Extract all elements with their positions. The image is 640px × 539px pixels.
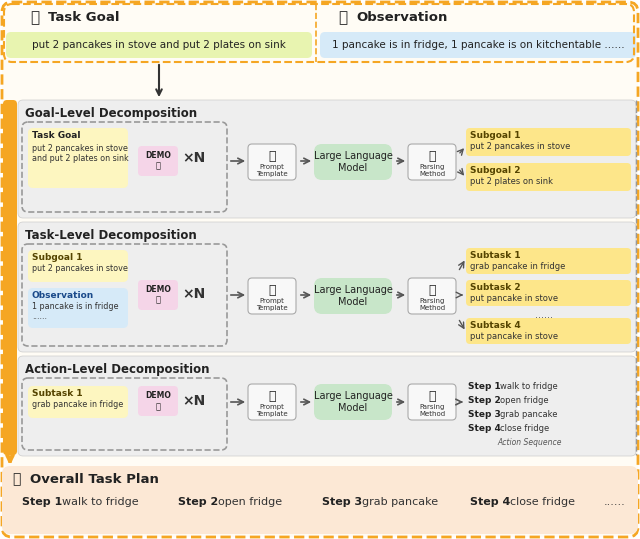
FancyBboxPatch shape — [466, 248, 631, 274]
Text: put pancake in stove: put pancake in stove — [470, 294, 558, 303]
Text: open fridge: open fridge — [500, 396, 548, 405]
FancyBboxPatch shape — [28, 288, 128, 328]
Text: 📋: 📋 — [428, 284, 436, 297]
Text: grab pancake: grab pancake — [362, 497, 438, 507]
Text: Large Language
Model: Large Language Model — [314, 151, 392, 173]
Text: ......: ...... — [604, 497, 626, 507]
FancyBboxPatch shape — [28, 250, 128, 282]
Text: 📄: 📄 — [268, 390, 276, 403]
Text: walk to fridge: walk to fridge — [500, 382, 557, 391]
FancyBboxPatch shape — [314, 278, 392, 314]
Text: Large Language
Model: Large Language Model — [314, 391, 392, 413]
Text: Goal-Level Decomposition: Goal-Level Decomposition — [25, 107, 197, 120]
Text: Action Sequence: Action Sequence — [498, 438, 563, 447]
Text: ......: ...... — [535, 310, 553, 320]
Text: Subgoal 1: Subgoal 1 — [470, 131, 520, 140]
Text: Parsing
Method: Parsing Method — [419, 164, 445, 177]
Text: Parsing
Method: Parsing Method — [419, 404, 445, 417]
Text: Task Goal: Task Goal — [32, 131, 81, 140]
Text: 📄: 📄 — [268, 150, 276, 163]
Text: open fridge: open fridge — [218, 497, 282, 507]
Text: 1 pancake is in fridge: 1 pancake is in fridge — [32, 302, 118, 311]
FancyBboxPatch shape — [18, 100, 636, 218]
Text: 📋: 📋 — [428, 150, 436, 163]
Text: 📋: 📋 — [12, 472, 20, 486]
Text: put 2 plates on sink: put 2 plates on sink — [470, 177, 553, 186]
Text: Prompt
Template: Prompt Template — [256, 298, 288, 311]
Text: walk to fridge: walk to fridge — [62, 497, 139, 507]
Text: Subtask 1: Subtask 1 — [32, 389, 83, 398]
Text: Subtask 4: Subtask 4 — [470, 321, 521, 330]
Text: put 2 pancakes in stove: put 2 pancakes in stove — [470, 142, 570, 151]
FancyBboxPatch shape — [138, 386, 178, 416]
FancyBboxPatch shape — [28, 386, 128, 418]
Text: ×N: ×N — [182, 287, 205, 301]
Text: put 2 pancakes in stove: put 2 pancakes in stove — [32, 264, 128, 273]
FancyBboxPatch shape — [18, 356, 636, 456]
Text: close fridge: close fridge — [500, 424, 549, 433]
Text: Subgoal 1: Subgoal 1 — [32, 253, 83, 262]
Text: ×N: ×N — [182, 151, 205, 165]
Text: Task-Level Decomposition: Task-Level Decomposition — [25, 229, 196, 242]
Text: 📄: 📄 — [268, 284, 276, 297]
Text: ×N: ×N — [182, 394, 205, 408]
FancyBboxPatch shape — [248, 144, 296, 180]
Text: close fridge: close fridge — [510, 497, 575, 507]
Text: grab pancake in fridge: grab pancake in fridge — [32, 400, 124, 409]
Text: 🎯: 🎯 — [30, 10, 39, 25]
Text: Action-Level Decomposition: Action-Level Decomposition — [25, 363, 209, 376]
Text: and put 2 plates on sink: and put 2 plates on sink — [32, 154, 129, 163]
FancyBboxPatch shape — [248, 384, 296, 420]
FancyBboxPatch shape — [466, 163, 631, 191]
Text: ......: ...... — [32, 312, 47, 321]
Text: Step 3: Step 3 — [322, 497, 362, 507]
Text: Prompt
Template: Prompt Template — [256, 164, 288, 177]
Text: Overall Task Plan: Overall Task Plan — [30, 473, 159, 486]
FancyBboxPatch shape — [466, 280, 631, 306]
Text: Step 4: Step 4 — [470, 497, 510, 507]
FancyBboxPatch shape — [408, 384, 456, 420]
FancyBboxPatch shape — [408, 144, 456, 180]
Text: put 2 pancakes in stove and put 2 plates on sink: put 2 pancakes in stove and put 2 plates… — [32, 40, 286, 50]
Text: 🔍: 🔍 — [338, 10, 347, 25]
FancyBboxPatch shape — [138, 146, 178, 176]
Text: 💻: 💻 — [156, 162, 161, 170]
Text: DEMO: DEMO — [145, 390, 171, 399]
FancyBboxPatch shape — [28, 128, 128, 188]
FancyBboxPatch shape — [314, 384, 392, 420]
Text: Observation: Observation — [32, 291, 94, 300]
Text: Step 3: Step 3 — [468, 410, 500, 419]
Text: 💻: 💻 — [156, 295, 161, 305]
Text: Step 1: Step 1 — [468, 382, 500, 391]
FancyBboxPatch shape — [138, 280, 178, 310]
FancyBboxPatch shape — [2, 466, 638, 534]
FancyBboxPatch shape — [466, 128, 631, 156]
Text: Task Goal: Task Goal — [48, 11, 120, 24]
Text: Large Language
Model: Large Language Model — [314, 285, 392, 307]
Text: DEMO: DEMO — [145, 150, 171, 160]
Text: Step 2: Step 2 — [468, 396, 500, 405]
Text: Step 1: Step 1 — [22, 497, 62, 507]
Text: grab pancake: grab pancake — [500, 410, 557, 419]
Text: Parsing
Method: Parsing Method — [419, 298, 445, 311]
Text: put pancake in stove: put pancake in stove — [470, 332, 558, 341]
Text: 💻: 💻 — [156, 403, 161, 411]
Text: Step 4: Step 4 — [468, 424, 501, 433]
Text: grab pancake in fridge: grab pancake in fridge — [470, 262, 565, 271]
Text: Subtask 1: Subtask 1 — [470, 251, 520, 260]
Text: put 2 pancakes in stove: put 2 pancakes in stove — [32, 144, 128, 153]
FancyBboxPatch shape — [466, 318, 631, 344]
FancyBboxPatch shape — [3, 100, 17, 455]
Text: Prompt
Template: Prompt Template — [256, 404, 288, 417]
FancyBboxPatch shape — [6, 32, 312, 58]
FancyBboxPatch shape — [248, 278, 296, 314]
Text: 📋: 📋 — [428, 390, 436, 403]
FancyBboxPatch shape — [320, 32, 636, 58]
FancyBboxPatch shape — [408, 278, 456, 314]
Text: Observation: Observation — [356, 11, 447, 24]
Text: Step 2: Step 2 — [178, 497, 218, 507]
FancyBboxPatch shape — [314, 144, 392, 180]
Text: 1 pancake is in fridge, 1 pancake is on kitchentable ......: 1 pancake is in fridge, 1 pancake is on … — [332, 40, 624, 50]
Text: Subgoal 2: Subgoal 2 — [470, 166, 520, 175]
